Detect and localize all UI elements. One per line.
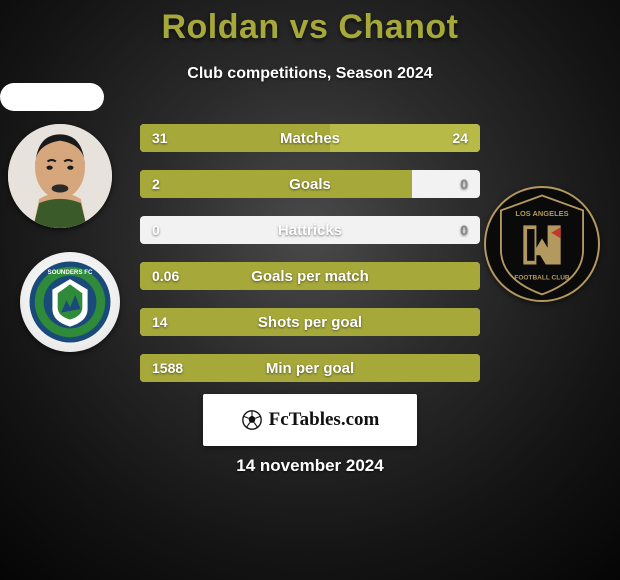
stat-bar-left — [140, 354, 480, 382]
stat-row: Goals per match0.06 — [140, 262, 480, 290]
main-container: Roldan vs Chanot Club competitions, Seas… — [0, 0, 620, 580]
svg-text:SOUNDERS FC: SOUNDERS FC — [48, 269, 93, 276]
svg-text:LOS ANGELES: LOS ANGELES — [515, 209, 568, 218]
stat-value-right: 0 — [460, 170, 468, 198]
player-avatar-left — [8, 124, 112, 228]
soccer-ball-icon — [241, 409, 263, 431]
club-badge-left: SOUNDERS FC — [20, 252, 120, 352]
player-avatar-right — [0, 83, 104, 111]
stat-row: Min per goal1588 — [140, 354, 480, 382]
brand-text: FcTables.com — [269, 409, 380, 431]
date-text: 14 november 2024 — [0, 456, 620, 476]
stat-row: Goals20 — [140, 170, 480, 198]
svg-text:FOOTBALL CLUB: FOOTBALL CLUB — [514, 274, 570, 281]
lafc-badge-icon: LOS ANGELES FOOTBALL CLUB — [486, 188, 598, 300]
brand-box[interactable]: FcTables.com — [203, 394, 417, 446]
stat-bar-right — [330, 124, 480, 152]
subtitle: Club competitions, Season 2024 — [0, 65, 620, 83]
stat-row: Hattricks0 0 — [140, 216, 480, 244]
player-face-icon — [8, 124, 112, 228]
stat-row: Shots per goal14 — [140, 308, 480, 336]
sounders-badge-icon: SOUNDERS FC — [26, 258, 114, 346]
stat-row: Matches3124 — [140, 124, 480, 152]
stat-value-right: 0 — [460, 216, 468, 244]
stat-bars: Matches3124Goals20Hattricks00Goals per m… — [140, 124, 480, 400]
stat-bar-left — [140, 124, 330, 152]
page-title: Roldan vs Chanot — [0, 8, 620, 47]
stat-bar-left — [140, 308, 480, 336]
stat-bar-left — [140, 262, 480, 290]
club-badge-right: LOS ANGELES FOOTBALL CLUB — [484, 186, 600, 302]
stat-bar-left — [140, 170, 412, 198]
stat-value-left: 0 — [152, 216, 160, 244]
stat-label: Hattricks — [140, 216, 480, 244]
